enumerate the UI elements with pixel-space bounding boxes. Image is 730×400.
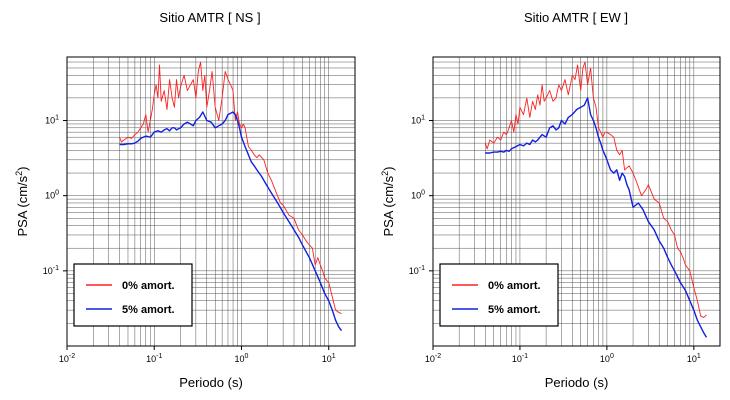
- legend: 0% amort. 5% amort.: [439, 263, 559, 327]
- y-tick-label: 100: [45, 190, 59, 201]
- grid: [66, 56, 356, 347]
- x-tick-label: 101: [322, 353, 336, 364]
- series-line-amort-5: [119, 111, 343, 332]
- x-axis-label: Periodo (s): [545, 375, 609, 390]
- legend: 0% amort. 5% amort.: [73, 263, 193, 327]
- x-tick-label: 101: [687, 353, 701, 364]
- y-tick-label: 10-1: [43, 265, 59, 276]
- y-tick-label: 101: [45, 115, 59, 126]
- legend-box: [439, 263, 559, 327]
- series-line-amort-5: [485, 97, 708, 338]
- chart-title: Sitio AMTR [ EW ]: [524, 10, 628, 25]
- legend-box: [73, 263, 193, 327]
- plot-frame: [66, 56, 356, 347]
- plot-frame: [432, 56, 721, 347]
- legend-label: 0% amort.: [488, 280, 541, 292]
- x-tick-label: 100: [235, 353, 249, 364]
- x-tick-label: 10-2: [59, 353, 75, 364]
- legend-label: 0% amort.: [122, 280, 175, 292]
- x-tick-label: 10-1: [512, 353, 528, 364]
- x-axis-label: Periodo (s): [179, 375, 243, 390]
- series-line-amort-0: [484, 61, 707, 318]
- panel-ns: Sitio AMTR [ NS ] 10-2 10-1 100 101 10-1 100 10…: [14, 10, 356, 390]
- y-tick-label: 100: [411, 190, 425, 201]
- x-tick-label: 100: [600, 353, 614, 364]
- legend-label: 5% amort.: [122, 304, 175, 316]
- legend-label: 5% amort.: [488, 304, 541, 316]
- panel-ew: Sitio AMTR [ EW ] 10-2 10-1 100 101 10-1 100 10…: [380, 10, 721, 390]
- y-axis-label: PSA (cm/s2): [14, 166, 30, 236]
- chart-title: Sitio AMTR [ NS ]: [159, 10, 260, 25]
- series-line-amort-0: [119, 61, 342, 315]
- y-tick-label: 101: [411, 115, 425, 126]
- x-tick-label: 10-1: [146, 353, 162, 364]
- x-tick-label: 10-2: [425, 353, 441, 364]
- y-tick-label: 10-1: [409, 265, 425, 276]
- y-axis-label: PSA (cm/s2): [380, 166, 396, 236]
